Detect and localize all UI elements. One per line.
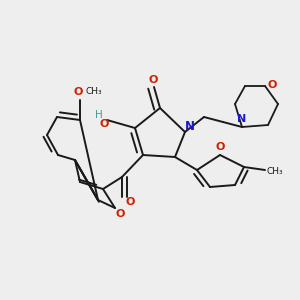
Text: CH₃: CH₃ <box>86 88 102 97</box>
Text: O: O <box>148 75 158 85</box>
Text: O: O <box>115 209 125 219</box>
Text: O: O <box>267 80 277 90</box>
Text: O: O <box>125 197 135 207</box>
Text: O: O <box>215 142 225 152</box>
Text: O: O <box>99 119 109 129</box>
Text: H: H <box>95 110 103 120</box>
Text: CH₃: CH₃ <box>267 167 283 176</box>
Text: N: N <box>237 114 247 124</box>
Text: O: O <box>73 87 83 97</box>
Text: N: N <box>185 121 195 134</box>
